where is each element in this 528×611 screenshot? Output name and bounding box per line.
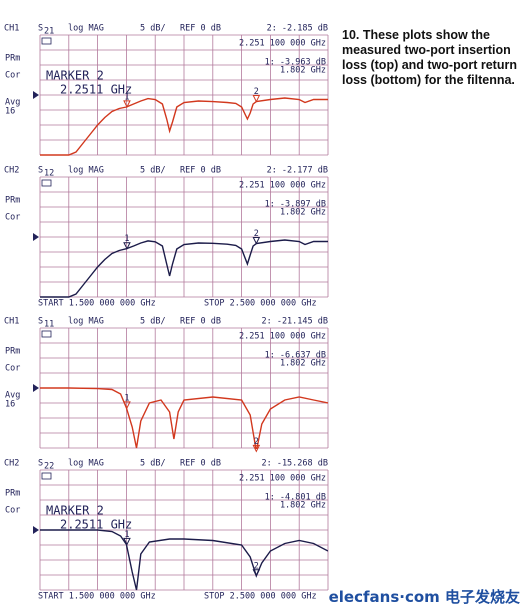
- reference-arrow: [33, 233, 39, 241]
- marker1-frequency: 1.802 GHz: [280, 66, 326, 76]
- format: log MAG: [68, 317, 104, 327]
- reference: REF 0 dB: [180, 24, 221, 34]
- stop: STOP 2.500 000 000 GHz: [204, 299, 317, 309]
- side-label: 16: [5, 400, 15, 410]
- marker-label: 1: [124, 92, 129, 102]
- reference-arrow: [33, 384, 39, 392]
- side-label: Avg: [5, 391, 20, 401]
- readout: 2: -2.177 dB: [267, 166, 328, 176]
- marker-icon: [41, 179, 52, 187]
- marker-label: 2: [254, 87, 259, 97]
- side-label: PRm: [5, 196, 20, 206]
- side-label: PRm: [5, 54, 20, 64]
- format: log MAG: [68, 24, 104, 34]
- marker-frequency: 2.251 100 000 GHz: [239, 474, 326, 484]
- side-label: Cor: [5, 364, 20, 374]
- marker: [252, 95, 261, 103]
- marker-label: 2: [254, 561, 259, 571]
- marker1-readout: 1: -6.637 dB: [265, 351, 326, 361]
- parameter-sub: 12: [44, 169, 54, 179]
- marker: [252, 569, 261, 577]
- scale: 5 dB/: [140, 24, 166, 34]
- side-label: Avg: [5, 98, 20, 108]
- marker: [123, 242, 131, 250]
- marker1-frequency: 1.802 GHz: [280, 359, 326, 369]
- scale: 5 dB/: [140, 317, 166, 327]
- marker: [123, 401, 131, 410]
- readout: 2: -15.268 dB: [261, 459, 328, 469]
- side-label: Cor: [5, 506, 20, 516]
- channel: CH2: [4, 166, 19, 176]
- parameter: S: [38, 166, 43, 176]
- marker-label: 1: [124, 530, 129, 540]
- reference: REF 0 dB: [180, 166, 221, 176]
- marker1-frequency: 1.802 GHz: [280, 208, 326, 218]
- side-label: 16: [5, 107, 15, 117]
- reference-arrow: [33, 526, 39, 534]
- marker-frequency: 2.251 100 000 GHz: [239, 332, 326, 342]
- trace: [40, 529, 328, 591]
- format: log MAG: [68, 459, 104, 469]
- marker-label: 2: [254, 437, 259, 447]
- parameter: S: [38, 459, 43, 469]
- marker-frequency: 2.251 100 000 GHz: [239, 181, 326, 191]
- marker-box-value: 2.2511 GHz: [60, 518, 132, 532]
- reference: REF 0 dB: [180, 317, 221, 327]
- marker: [252, 444, 261, 453]
- marker-label: 1: [124, 393, 129, 403]
- marker-icon: [41, 472, 52, 480]
- caption: 10. These plots show the measured two-po…: [342, 28, 517, 87]
- marker: [252, 237, 261, 245]
- marker1-readout: 1: -4.801 dB: [265, 493, 326, 503]
- side-label: PRm: [5, 347, 20, 357]
- parameter-sub: 11: [44, 320, 54, 330]
- scale: 5 dB/: [140, 459, 166, 469]
- parameter: S: [38, 317, 43, 327]
- readout: 2: -21.145 dB: [261, 317, 328, 327]
- readout: 2: -2.185 dB: [267, 24, 328, 34]
- watermark: elecfans·com 电子发烧友: [328, 588, 520, 606]
- start: START 1.500 000 000 GHz: [38, 299, 156, 309]
- marker-label: 2: [254, 229, 259, 239]
- channel: CH1: [4, 317, 19, 327]
- side-label: Cor: [5, 71, 20, 81]
- marker-label: 1: [124, 234, 129, 244]
- trace: [40, 239, 328, 298]
- stop: STOP 2.500 000 000 GHz: [204, 592, 317, 602]
- start: START 1.500 000 000 GHz: [38, 592, 156, 602]
- parameter-sub: 21: [44, 27, 54, 37]
- marker-frequency: 2.251 100 000 GHz: [239, 39, 326, 49]
- scale: 5 dB/: [140, 166, 166, 176]
- channel: CH2: [4, 459, 19, 469]
- marker-box-title: MARKER 2: [46, 69, 104, 83]
- marker1-frequency: 1.802 GHz: [280, 501, 326, 511]
- marker-box-value: 2.2511 GHz: [60, 83, 132, 97]
- marker: [123, 537, 131, 546]
- marker-icon: [41, 330, 52, 338]
- marker-box-title: MARKER 2: [46, 504, 104, 518]
- trace: [40, 97, 328, 156]
- channel: CH1: [4, 24, 19, 34]
- marker1-readout: 1: -3.963 dB: [265, 58, 326, 68]
- format: log MAG: [68, 166, 104, 176]
- reference-arrow: [33, 91, 39, 99]
- trace: [40, 387, 328, 449]
- parameter: S: [38, 24, 43, 34]
- side-label: Cor: [5, 213, 20, 223]
- side-label: PRm: [5, 489, 20, 499]
- marker1-readout: 1: -3.897 dB: [265, 200, 326, 210]
- marker: [123, 100, 131, 109]
- parameter-sub: 22: [44, 462, 54, 472]
- marker-icon: [41, 37, 52, 45]
- reference: REF 0 dB: [180, 459, 221, 469]
